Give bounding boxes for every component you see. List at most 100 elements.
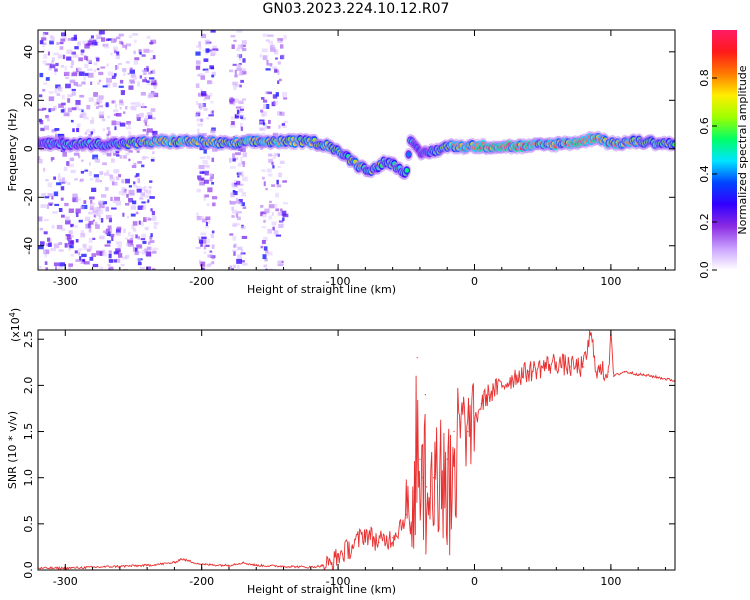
noise-speckle (58, 264, 64, 269)
noise-speckle (119, 99, 123, 104)
noise-speckle (242, 98, 247, 101)
noise-speckle (47, 193, 54, 197)
noise-speckle (92, 207, 98, 213)
noise-speckle (272, 66, 278, 70)
noise-speckle (106, 127, 110, 130)
noise-speckle (263, 219, 266, 223)
noise-speckle (277, 80, 280, 85)
noise-speckle (117, 258, 121, 263)
snr-point (426, 486, 428, 488)
noise-speckle (151, 82, 157, 86)
noise-speckle (152, 247, 159, 251)
noise-speckle (98, 202, 102, 205)
noise-speckle (114, 126, 117, 131)
noise-speckle (54, 203, 60, 207)
noise-speckle (281, 123, 286, 126)
noise-speckle (58, 242, 63, 246)
noise-speckle (141, 164, 145, 168)
noise-speckle (239, 108, 244, 111)
noise-speckle (127, 231, 131, 237)
noise-speckle (107, 71, 114, 76)
noise-speckle (202, 160, 208, 165)
noise-speckle (119, 79, 124, 84)
noise-speckle (60, 109, 65, 113)
noise-speckle (200, 118, 204, 123)
noise-speckle (69, 235, 74, 238)
noise-speckle (237, 162, 242, 167)
noise-speckle (266, 62, 273, 66)
noise-speckle (53, 176, 57, 180)
noise-speckle (46, 118, 50, 122)
noise-speckle (200, 242, 203, 247)
noise-speckle (196, 111, 201, 116)
noise-speckle (127, 72, 130, 75)
noise-speckle (65, 83, 71, 89)
noise-speckle (199, 171, 205, 174)
noise-speckle (49, 64, 56, 69)
noise-speckle (85, 216, 91, 222)
noise-speckle (84, 131, 88, 135)
noise-speckle (277, 38, 284, 41)
noise-speckle (111, 120, 117, 126)
noise-speckle (102, 249, 105, 254)
noise-speckle (232, 222, 238, 228)
noise-speckle (102, 150, 108, 156)
noise-speckle (67, 107, 72, 113)
noise-speckle (198, 259, 202, 265)
noise-speckle (49, 238, 52, 243)
figure-title: GN03.2023.224.10.12.R07 (262, 1, 450, 17)
noise-speckle (83, 200, 87, 204)
snr-point (146, 564, 148, 567)
snr-point (555, 361, 557, 363)
noise-speckle (106, 83, 110, 87)
noise-speckle (78, 251, 81, 256)
noise-speckle (201, 236, 207, 240)
noise-speckle (211, 244, 215, 249)
colorbar-tick-label: 0.4 (698, 165, 711, 183)
noise-speckle (262, 33, 269, 37)
noise-speckle (202, 133, 207, 137)
noise-speckle (106, 169, 110, 174)
noise-speckle (124, 254, 130, 259)
noise-speckle (198, 236, 201, 240)
noise-speckle (98, 79, 102, 82)
noise-speckle (67, 94, 73, 98)
noise-speckle (207, 81, 214, 84)
snr-point (412, 490, 414, 493)
noise-speckle (268, 158, 273, 163)
noise-speckle (113, 109, 119, 113)
noise-speckle (88, 211, 92, 215)
y-tick-label: 0.5 (22, 515, 35, 533)
noise-speckle (63, 113, 70, 117)
noise-speckle (236, 223, 240, 226)
noise-speckle (106, 63, 109, 67)
noise-speckle (118, 33, 124, 37)
noise-speckle (54, 89, 58, 94)
noise-speckle (199, 181, 205, 186)
noise-speckle (125, 203, 130, 206)
noise-speckle (67, 163, 70, 167)
noise-speckle (235, 157, 239, 161)
noise-speckle (128, 185, 133, 188)
noise-speckle (107, 263, 111, 267)
noise-speckle (150, 108, 156, 112)
noise-speckle (47, 182, 53, 188)
noise-speckle (44, 261, 48, 265)
noise-speckle (48, 202, 54, 205)
noise-speckle (211, 230, 215, 234)
noise-speckle (76, 198, 81, 201)
noise-speckle (136, 114, 140, 119)
noise-speckle (51, 60, 55, 65)
noise-speckle (231, 44, 235, 49)
noise-speckle (98, 200, 105, 203)
noise-speckle (279, 111, 285, 116)
noise-speckle (104, 244, 111, 247)
snr-point (255, 564, 257, 567)
noise-speckle (53, 105, 57, 111)
snr-point (378, 541, 380, 543)
noise-speckle (241, 68, 246, 72)
noise-speckle (204, 170, 210, 176)
noise-speckle (38, 265, 42, 269)
noise-speckle (85, 223, 92, 229)
noise-speckle (72, 128, 75, 133)
